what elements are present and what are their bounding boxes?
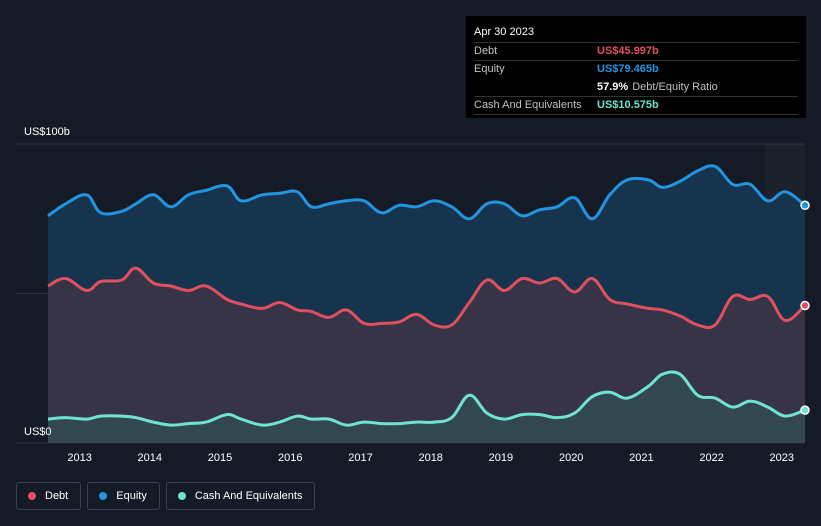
tooltip-ratio-value: 57.9% <box>597 81 629 93</box>
x-tick-2022: 2022 <box>699 452 723 464</box>
tooltip-equity-label: Equity <box>474 63 505 75</box>
series-lines <box>47 164 807 427</box>
tooltip-cash-value: US$10.575b <box>597 99 659 111</box>
debt-line <box>47 266 807 330</box>
series-areas <box>48 165 805 443</box>
legend-cash-label: Cash And Equivalents <box>194 490 303 502</box>
equity-line <box>47 164 806 221</box>
legend-item-debt[interactable]: Debt <box>16 482 82 510</box>
legend-item-cash[interactable]: Cash And Equivalents <box>165 482 316 510</box>
x-tick-2013: 2013 <box>67 452 91 464</box>
legend-cash-dot-icon <box>177 492 186 500</box>
tooltip-cash-label: Cash And Equivalents <box>474 99 582 111</box>
tooltip-debt-row: Debt US$45.997b <box>474 42 798 60</box>
tooltip-date: Apr 30 2023 <box>474 26 534 38</box>
cash-line <box>47 370 806 427</box>
y-axis-top-label: US$100b <box>24 126 70 138</box>
tooltip-ratio-row: 57.9% Debt/Equity Ratio <box>474 78 798 96</box>
x-tick-2015: 2015 <box>208 452 232 464</box>
x-tick-2017: 2017 <box>348 452 372 464</box>
x-tick-2019: 2019 <box>489 452 513 464</box>
tooltip-debt-value: US$45.997b <box>597 45 659 57</box>
legend-debt-dot-icon <box>28 492 36 500</box>
x-tick-2018: 2018 <box>418 452 442 464</box>
tooltip-panel: Apr 30 2023 Debt US$45.997b Equity US$79… <box>466 16 806 118</box>
x-tick-2021: 2021 <box>629 452 653 464</box>
cash-end-marker <box>800 405 810 415</box>
legend: Debt Equity Cash And Equivalents <box>16 482 316 510</box>
y-axis-bottom-label: US$0 <box>24 426 52 438</box>
debt-end-marker <box>800 300 810 311</box>
legend-equity-label: Equity <box>116 490 147 502</box>
series-end-markers <box>800 200 810 415</box>
cash-area <box>48 371 805 443</box>
x-tick-2014: 2014 <box>138 452 162 464</box>
legend-item-equity[interactable]: Equity <box>87 482 160 510</box>
x-tick-2023: 2023 <box>770 452 794 464</box>
legend-equity-dot-icon <box>99 492 108 500</box>
tooltip-equity-value: US$79.465b <box>597 63 659 75</box>
tooltip-ratio-label: Debt/Equity Ratio <box>632 81 718 93</box>
tooltip-cash-row: Cash And Equivalents US$10.575b <box>474 96 798 115</box>
x-axis-ticks: 2013 2014 2015 2016 2017 2018 2019 2020 2021 2022… <box>67 452 794 464</box>
x-tick-2020: 2020 <box>559 452 583 464</box>
tooltip-equity-row: Equity US$79.465b <box>474 60 798 78</box>
tooltip-debt-label: Debt <box>474 45 498 57</box>
x-tick-2016: 2016 <box>278 452 302 464</box>
tooltip-ratio-spacer <box>474 79 597 96</box>
equity-end-marker <box>800 200 810 211</box>
legend-debt-label: Debt <box>45 490 69 502</box>
